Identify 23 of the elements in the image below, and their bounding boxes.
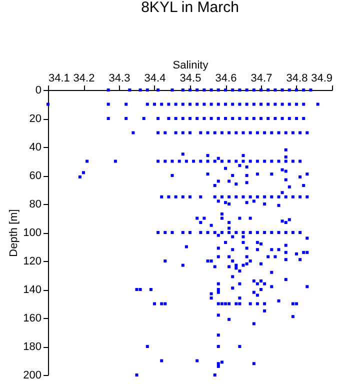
y-axis-title: Depth [m] <box>8 209 20 257</box>
y-tick-label: 100 <box>23 227 42 239</box>
x-tick-label: 34.4 <box>144 72 166 84</box>
x-tick-label: 34.7 <box>250 72 272 84</box>
y-tick-label: 80 <box>29 198 42 210</box>
x-tick-label: 34.3 <box>108 72 130 84</box>
y-tick-label: 200 <box>23 370 42 382</box>
x-tick-label: 34.2 <box>73 72 95 84</box>
x-tick-label: 34.5 <box>180 72 202 84</box>
y-tick-label: 60 <box>29 170 42 182</box>
y-tick-label: 120 <box>23 256 42 268</box>
x-tick-label: 34.9 <box>311 72 332 84</box>
chart-title: 8KYL in March <box>141 0 239 16</box>
x-tick-label: 34.8 <box>286 72 308 84</box>
y-tick-label: 0 <box>35 84 42 96</box>
x-tick-label: 34.1 <box>48 72 70 84</box>
x-axis-title: Salinity <box>172 60 209 72</box>
y-tick-label: 160 <box>23 312 42 324</box>
y-tick-label: 140 <box>23 284 42 296</box>
x-tick-label: 34.6 <box>215 72 237 84</box>
y-tick-label: 40 <box>29 142 42 154</box>
y-tick-label: 20 <box>29 113 42 125</box>
y-tick-label: 180 <box>23 341 42 353</box>
